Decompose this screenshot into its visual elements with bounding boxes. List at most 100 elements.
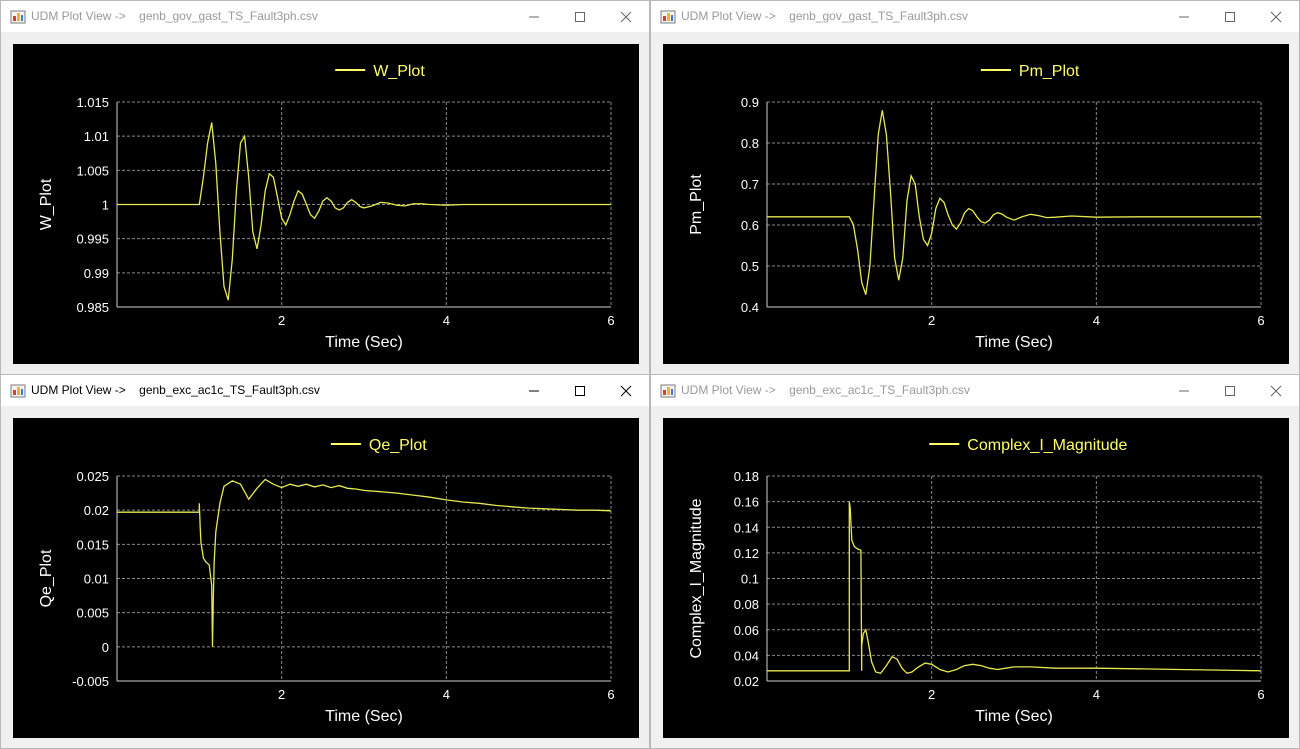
x-tick-label: 2 bbox=[278, 687, 285, 702]
y-tick-label: 0.99 bbox=[84, 266, 109, 281]
x-tick-label: 2 bbox=[278, 313, 285, 328]
app-icon bbox=[660, 10, 676, 24]
maximize-icon bbox=[1225, 12, 1235, 22]
minimize-button[interactable] bbox=[1161, 375, 1207, 406]
y-tick-label: 0.06 bbox=[734, 623, 759, 638]
legend-label: Complex_I_Magnitude bbox=[967, 437, 1127, 454]
close-button[interactable] bbox=[603, 375, 649, 406]
title-bar[interactable]: UDM Plot View -> genb_exc_ac1c_TS_Fault3… bbox=[651, 375, 1299, 406]
maximize-icon bbox=[575, 386, 585, 396]
close-button[interactable] bbox=[1253, 1, 1299, 32]
y-tick-label: 0.8 bbox=[741, 136, 759, 151]
y-axis-label: Complex_I_Magnitude bbox=[688, 498, 705, 658]
y-tick-label: 0.025 bbox=[76, 469, 109, 484]
maximize-icon bbox=[575, 12, 585, 22]
close-icon bbox=[1270, 11, 1282, 23]
y-tick-label: 0.08 bbox=[734, 597, 759, 612]
y-tick-label: 0.01 bbox=[84, 572, 109, 587]
y-tick-label: 0.1 bbox=[741, 572, 759, 587]
y-tick-label: 1 bbox=[102, 198, 109, 213]
plot-area[interactable]: Pm_Plot 2 4 6 0.4 0.5 0.6 0.7 0.8 0.9 Time (Sec) Pm… bbox=[663, 44, 1289, 364]
line-chart: W_Plot 2 4 6 0.985 0.99 0.995 1 1.005 1.01 1.015 Ti… bbox=[38, 63, 615, 351]
close-icon bbox=[620, 11, 632, 23]
close-button[interactable] bbox=[1253, 375, 1299, 406]
minimize-icon bbox=[529, 16, 539, 18]
x-tick-label: 2 bbox=[928, 687, 935, 702]
minimize-icon bbox=[1179, 16, 1189, 18]
y-axis-label: W_Plot bbox=[38, 178, 55, 230]
y-tick-label: 0.9 bbox=[741, 95, 759, 110]
line-chart: Pm_Plot 2 4 6 0.4 0.5 0.6 0.7 0.8 0.9 Time (Sec) Pm… bbox=[688, 63, 1265, 351]
legend-label: W_Plot bbox=[373, 63, 425, 80]
y-tick-label: 0.04 bbox=[734, 648, 759, 663]
series-line bbox=[767, 501, 1262, 675]
app-icon bbox=[10, 384, 26, 398]
series-line bbox=[117, 122, 611, 301]
y-tick-label: 0.14 bbox=[734, 520, 759, 535]
plot-window-complex-i[interactable]: UDM Plot View -> genb_exc_ac1c_TS_Fault3… bbox=[650, 374, 1300, 749]
plot-window-pm[interactable]: UDM Plot View -> genb_gov_gast_TS_Fault3… bbox=[650, 0, 1300, 375]
plot-area[interactable]: Qe_Plot 2 4 6 -0.005 0 0.005 0.01 0.015 0.02 0.025… bbox=[13, 418, 639, 738]
minimize-button[interactable] bbox=[1161, 1, 1207, 32]
series-line bbox=[767, 110, 1261, 295]
x-axis-label: Time (Sec) bbox=[325, 708, 403, 725]
maximize-button[interactable] bbox=[1207, 375, 1253, 406]
title-bar[interactable]: UDM Plot View -> genb_exc_ac1c_TS_Fault3… bbox=[1, 375, 649, 406]
legend-label: Pm_Plot bbox=[1019, 63, 1080, 80]
y-tick-label: 0.02 bbox=[734, 674, 759, 689]
maximize-button[interactable] bbox=[1207, 1, 1253, 32]
y-axis-label: Pm_Plot bbox=[688, 174, 705, 235]
plot-window-w[interactable]: UDM Plot View -> genb_gov_gast_TS_Fault3… bbox=[0, 0, 650, 375]
plot-window-qe[interactable]: UDM Plot View -> genb_exc_ac1c_TS_Fault3… bbox=[0, 374, 650, 749]
y-tick-label: 0.4 bbox=[741, 300, 759, 315]
minimize-button[interactable] bbox=[511, 375, 557, 406]
x-tick-label: 6 bbox=[607, 687, 614, 702]
plot-area[interactable]: Complex_I_Magnitude 2 4 6 0.02 0.04 0.06 0.08 0.… bbox=[663, 418, 1289, 738]
y-tick-label: 1.01 bbox=[84, 129, 109, 144]
y-tick-label: 0.7 bbox=[741, 177, 759, 192]
maximize-button[interactable] bbox=[557, 375, 603, 406]
y-tick-label: 0.12 bbox=[734, 546, 759, 561]
x-axis-label: Time (Sec) bbox=[975, 334, 1053, 351]
window-title: UDM Plot View -> genb_exc_ac1c_TS_Fault3… bbox=[31, 383, 320, 397]
close-button[interactable] bbox=[603, 1, 649, 32]
y-tick-label: -0.005 bbox=[72, 674, 109, 689]
y-tick-label: 0 bbox=[102, 640, 109, 655]
x-tick-label: 6 bbox=[1257, 687, 1264, 702]
y-tick-label: 0.995 bbox=[76, 232, 109, 247]
title-bar[interactable]: UDM Plot View -> genb_gov_gast_TS_Fault3… bbox=[651, 1, 1299, 32]
minimize-button[interactable] bbox=[511, 1, 557, 32]
window-title: UDM Plot View -> genb_exc_ac1c_TS_Fault3… bbox=[681, 383, 970, 397]
y-axis-label: Qe_Plot bbox=[38, 549, 55, 607]
y-tick-label: 1.005 bbox=[76, 163, 109, 178]
close-icon bbox=[620, 385, 632, 397]
window-title: UDM Plot View -> genb_gov_gast_TS_Fault3… bbox=[681, 9, 968, 23]
close-icon bbox=[1270, 385, 1282, 397]
x-tick-label: 4 bbox=[1093, 313, 1100, 328]
x-tick-label: 6 bbox=[1257, 313, 1264, 328]
maximize-button[interactable] bbox=[557, 1, 603, 32]
y-tick-label: 0.02 bbox=[84, 503, 109, 518]
plot-area[interactable]: W_Plot 2 4 6 0.985 0.99 0.995 1 1.005 1.01 1.015 Ti… bbox=[13, 44, 639, 364]
x-tick-label: 6 bbox=[607, 313, 614, 328]
x-axis-label: Time (Sec) bbox=[325, 334, 403, 351]
y-tick-label: 1.015 bbox=[76, 95, 109, 110]
line-chart: Complex_I_Magnitude 2 4 6 0.02 0.04 0.06 0.08 0.… bbox=[688, 437, 1265, 725]
title-bar[interactable]: UDM Plot View -> genb_gov_gast_TS_Fault3… bbox=[1, 1, 649, 32]
y-tick-label: 0.18 bbox=[734, 469, 759, 484]
legend-label: Qe_Plot bbox=[369, 437, 427, 454]
maximize-icon bbox=[1225, 386, 1235, 396]
x-tick-label: 4 bbox=[443, 687, 450, 702]
y-tick-label: 0.005 bbox=[76, 606, 109, 621]
y-tick-label: 0.16 bbox=[734, 495, 759, 510]
x-tick-label: 4 bbox=[1093, 687, 1100, 702]
line-chart: Qe_Plot 2 4 6 -0.005 0 0.005 0.01 0.015 0.02 0.025… bbox=[38, 437, 615, 725]
y-tick-label: 0.985 bbox=[76, 300, 109, 315]
series-line bbox=[117, 478, 612, 647]
x-tick-label: 2 bbox=[928, 313, 935, 328]
x-tick-label: 4 bbox=[443, 313, 450, 328]
y-tick-label: 0.5 bbox=[741, 259, 759, 274]
app-icon bbox=[10, 10, 26, 24]
x-axis-label: Time (Sec) bbox=[975, 708, 1053, 725]
minimize-icon bbox=[529, 390, 539, 392]
